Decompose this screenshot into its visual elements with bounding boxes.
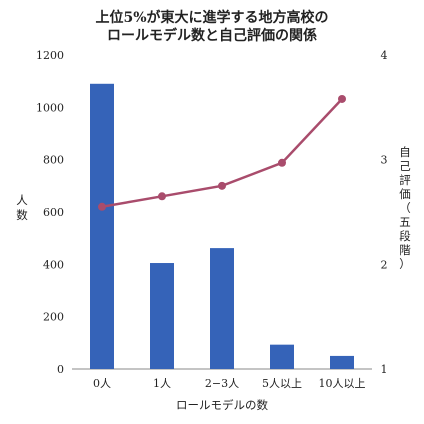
- bar: [210, 248, 234, 369]
- x-tick-label: 2−3人: [205, 377, 239, 390]
- x-axis-label: ロールモデルの数: [176, 398, 268, 412]
- x-tick-label: 0人: [93, 377, 111, 390]
- y-axis-label-right: 自己評価（五段階）: [399, 145, 411, 271]
- line-series: [98, 94, 346, 211]
- right-tick-label: 1: [381, 363, 388, 376]
- line-point: [158, 192, 166, 201]
- bar: [270, 344, 294, 369]
- bar: [90, 83, 114, 370]
- left-tick-label: 1200: [36, 49, 64, 62]
- left-tick-label: 400: [43, 258, 64, 271]
- line-point: [218, 181, 226, 190]
- right-axis-ticks: 1 2 3 4: [381, 49, 388, 376]
- bar: [330, 355, 354, 369]
- line-point: [98, 202, 106, 211]
- x-tick-label: 1人: [153, 377, 171, 390]
- chart-title-line-1: 上位5%が東大に進学する地方高校の: [95, 9, 328, 26]
- right-tick-label: 3: [381, 154, 388, 167]
- x-tick-label: 10人以上: [319, 377, 366, 390]
- series-line: [101, 98, 343, 208]
- left-tick-label: 1000: [36, 101, 64, 114]
- chart-title-line-2: ロールモデル数と自己評価の関係: [107, 27, 317, 44]
- y-axis-label-left: 人数: [16, 193, 28, 222]
- left-tick-label: 200: [43, 311, 64, 324]
- left-tick-label: 0: [57, 363, 64, 376]
- line-point: [338, 94, 346, 103]
- line-point: [278, 158, 286, 167]
- left-tick-label: 800: [43, 154, 64, 167]
- left-tick-label: 600: [43, 206, 64, 219]
- left-axis-ticks: 0 200 400 600 800 1000 1200: [36, 49, 64, 376]
- right-tick-label: 2: [381, 258, 388, 271]
- bar: [150, 263, 174, 369]
- x-tick-label: 5人以上: [262, 377, 302, 390]
- right-tick-label: 4: [381, 49, 388, 62]
- x-axis-ticks: 0人 1人 2−3人 5人以上 10人以上: [93, 377, 366, 390]
- bar-series: [90, 83, 354, 370]
